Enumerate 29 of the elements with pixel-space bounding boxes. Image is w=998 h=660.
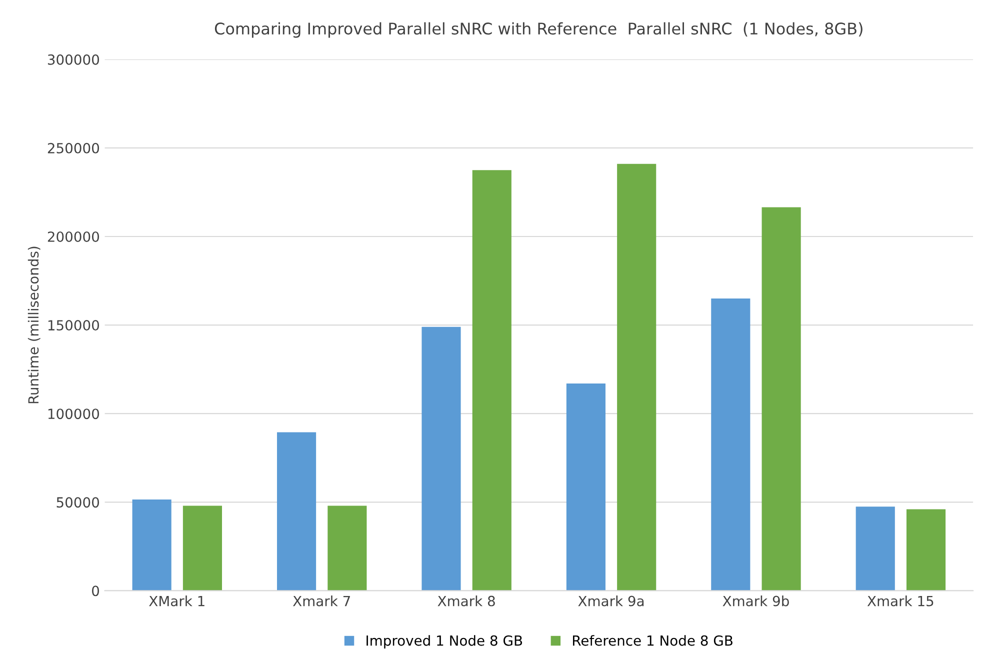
y-tick-label: 200000 (48, 231, 100, 242)
y-axis-title: Runtime (milliseconds) (28, 246, 40, 404)
bar (182, 506, 222, 591)
x-tick-label: Xmark 8 (438, 596, 495, 606)
x-tick-label: Xmark 9a (578, 596, 644, 606)
bar (762, 207, 801, 591)
y-tick-label: 0 (92, 586, 100, 596)
chart-title: Comparing Improved Parallel sNRC with Reference Parallel sNRC (1 Nodes, 8GB) (214, 22, 862, 38)
y-tick-label: 150000 (48, 320, 100, 331)
y-tick-label: 250000 (48, 142, 100, 154)
bar (906, 509, 946, 591)
x-tick-label: XMark 1 (149, 596, 204, 606)
bar (472, 170, 512, 591)
legend-label: Reference 1 Node 8 GB (573, 635, 732, 646)
bar (276, 432, 316, 591)
bar (711, 298, 750, 591)
x-tick-label: Xmark 9b (722, 596, 789, 606)
bar (132, 499, 172, 591)
x-tick-label: Xmark 7 (292, 596, 350, 606)
x-tick-label: Xmark 15 (867, 596, 934, 606)
bar (422, 326, 461, 591)
y-tick-label: 100000 (48, 408, 100, 420)
bar (856, 506, 895, 591)
legend-label: Improved 1 Node 8 GB (366, 635, 522, 649)
bar (328, 506, 367, 591)
y-tick-label: 50000 (56, 497, 100, 508)
bar (566, 383, 606, 591)
y-tick-label: 300000 (48, 54, 100, 65)
bar (617, 164, 656, 591)
